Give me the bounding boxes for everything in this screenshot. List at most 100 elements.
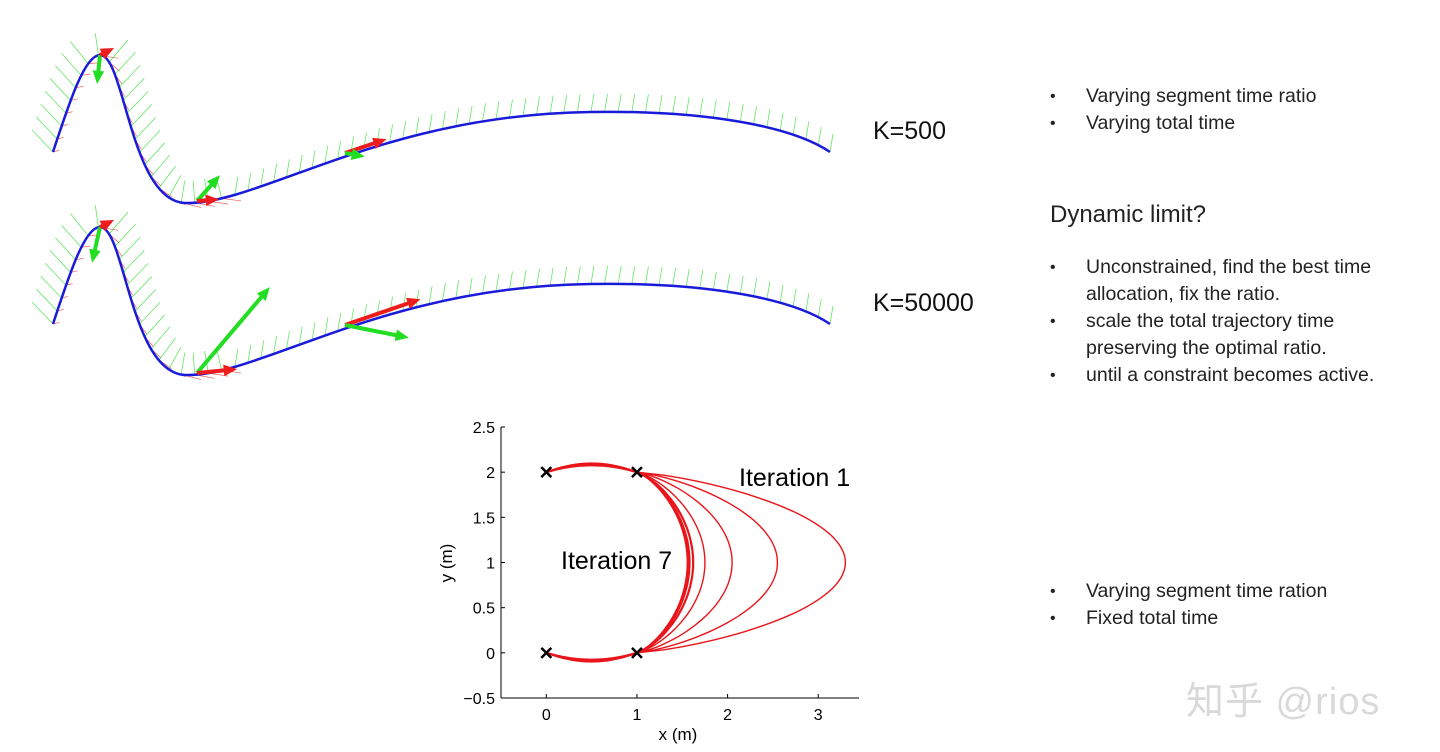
acceleration-arrow	[195, 180, 216, 203]
acceleration-tick	[150, 326, 171, 350]
acceleration-tick	[402, 120, 407, 139]
acceleration-tick	[792, 116, 797, 135]
acceleration-tick	[428, 114, 433, 133]
acceleration-tick	[70, 41, 89, 64]
acceleration-tick	[415, 117, 420, 136]
bullets-mid: Unconstrained, find the best time alloca…	[1050, 254, 1430, 389]
acceleration-tick	[779, 284, 784, 303]
y-tick-label: 0	[486, 646, 495, 663]
acceleration-tick	[779, 112, 784, 131]
acceleration-tick	[40, 103, 62, 127]
k500-label: K=500	[873, 117, 946, 145]
acceleration-tick	[726, 101, 731, 120]
y-tick-label: 1	[486, 556, 495, 573]
acceleration-tick	[180, 180, 186, 203]
acceleration-tick	[108, 211, 129, 235]
acceleration-tick	[94, 33, 99, 56]
velocity-arrow-head	[99, 47, 115, 60]
acceleration-tick	[590, 93, 595, 113]
acceleration-tick	[522, 269, 527, 289]
acceleration-tick	[311, 322, 316, 341]
velocity-arrow-head	[205, 194, 219, 207]
acceleration-tick	[114, 224, 136, 247]
acceleration-tick	[645, 266, 649, 285]
acceleration-tick	[31, 301, 54, 325]
velocity-arrow-head	[223, 364, 237, 377]
acceleration-tick	[739, 275, 744, 294]
acceleration-tick	[482, 275, 486, 294]
acceleration-tick	[298, 154, 303, 173]
waypoint-marker	[540, 466, 553, 479]
acceleration-tick	[455, 108, 460, 127]
acceleration-tick	[234, 176, 239, 195]
acceleration-tick	[126, 263, 149, 286]
acceleration-tick	[61, 53, 82, 76]
trajectory-curve	[51, 53, 831, 205]
acceleration-tick	[158, 337, 176, 361]
bullet-item: until a constraint becomes active.	[1050, 362, 1430, 389]
velocity-arrow-head	[99, 219, 115, 232]
acceleration-tick	[829, 133, 834, 153]
bullet-item: scale the total trajectory time preservi…	[1050, 308, 1430, 362]
acceleration-tick	[311, 150, 316, 169]
acceleration-tick	[130, 104, 153, 127]
acceleration-tick	[108, 39, 129, 63]
plot-axes: 0 1 2 3 −0.5 0 0.5 1 1.5 2 2.5	[463, 420, 859, 724]
acceleration-tick	[455, 280, 460, 299]
acceleration-tick	[158, 165, 176, 189]
acceleration-tick	[549, 267, 554, 286]
acceleration-tick	[55, 65, 76, 89]
acceleration-tick	[389, 296, 393, 315]
acceleration-tick	[699, 270, 704, 289]
iteration-curve-7	[545, 464, 689, 661]
acceleration-tick	[536, 96, 540, 115]
acceleration-tick	[114, 52, 136, 75]
velocity-arrow	[344, 140, 379, 155]
trajectory-figure-k50000	[31, 205, 834, 380]
y-axis-label: y (m)	[437, 544, 456, 583]
acceleration-tick	[563, 266, 568, 285]
acceleration-tick	[192, 180, 196, 203]
acceleration-arrow-head	[89, 248, 101, 263]
bullet-item: Unconstrained, find the best time alloca…	[1050, 254, 1430, 308]
acceleration-arrow-head	[92, 70, 105, 84]
acceleration-tick	[94, 205, 99, 228]
watermark: 知乎 @rios	[1186, 681, 1381, 723]
acceleration-tick	[118, 236, 141, 260]
acceleration-tick	[130, 276, 153, 299]
waypoint-marker	[540, 646, 553, 659]
acceleration-tick	[753, 278, 758, 297]
acceleration-tick	[286, 159, 290, 178]
trajectory-curve	[51, 225, 831, 377]
y-tick-label: 2	[486, 465, 495, 482]
acceleration-tick	[685, 268, 690, 288]
acceleration-tick	[428, 286, 433, 305]
acceleration-tick	[441, 111, 446, 130]
acceleration-tick	[766, 109, 771, 128]
acceleration-tick	[61, 225, 82, 248]
acceleration-tick	[672, 267, 677, 286]
acceleration-tick	[298, 326, 303, 345]
acceleration-tick	[468, 105, 473, 124]
acceleration-tick	[805, 121, 810, 140]
acceleration-arrow-head	[350, 148, 365, 160]
y-tick-label: 0.5	[473, 601, 495, 618]
acceleration-tick	[55, 237, 76, 261]
acceleration-arrow	[344, 323, 401, 338]
acceleration-tick	[753, 106, 758, 125]
acceleration-arrow-head	[206, 175, 221, 190]
acceleration-tick	[522, 97, 527, 117]
acceleration-tick	[337, 141, 342, 160]
waypoint-marker	[631, 646, 643, 659]
acceleration-tick	[509, 99, 513, 118]
frame-ticks	[31, 205, 834, 380]
acceleration-tick	[631, 94, 636, 113]
acceleration-tick	[192, 352, 196, 375]
acceleration-tick	[139, 301, 161, 325]
acceleration-tick	[658, 267, 663, 286]
acceleration-tick	[247, 344, 252, 363]
acceleration-tick	[685, 96, 690, 116]
acceleration-tick	[468, 277, 473, 296]
acceleration-tick	[144, 314, 166, 338]
acceleration-tick	[817, 127, 822, 146]
